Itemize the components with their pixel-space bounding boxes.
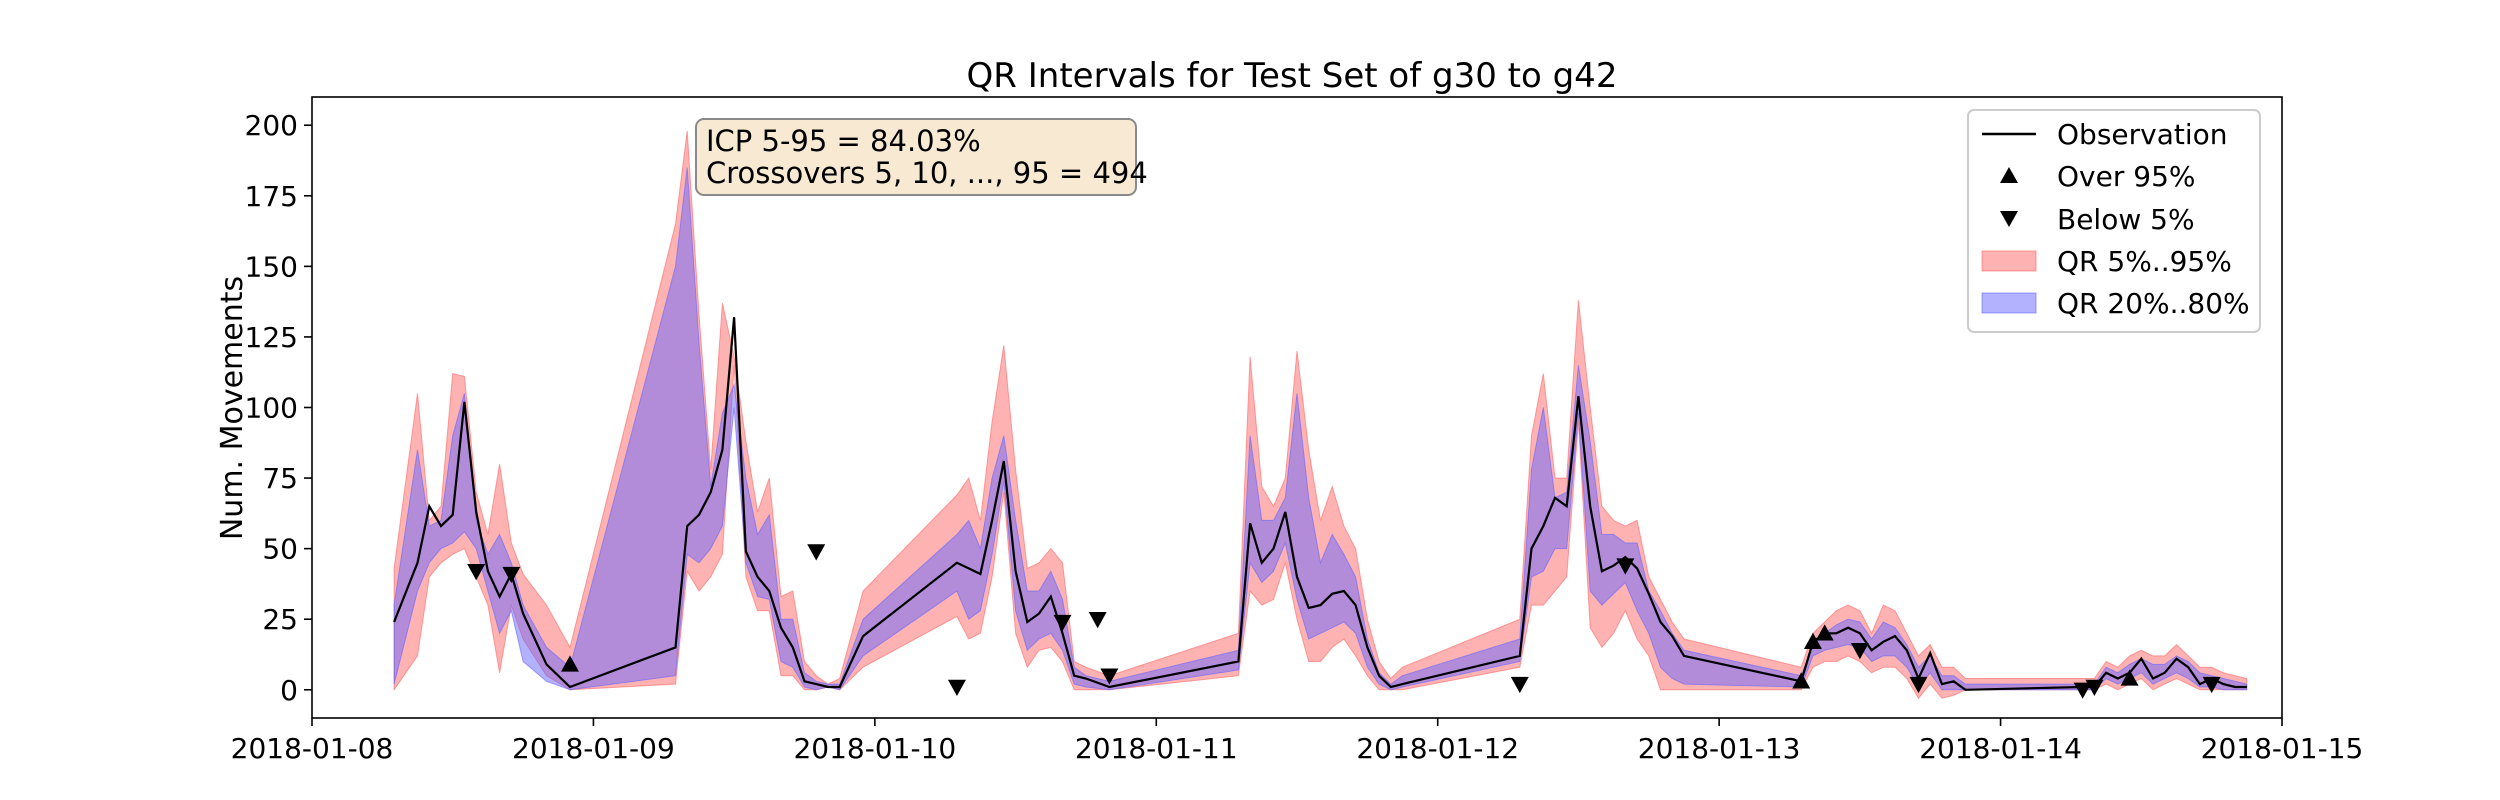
markers-layer — [467, 544, 2221, 699]
annotation-background — [695, 118, 1137, 196]
legend-label-qr-20-80: QR 20%..80% — [2057, 287, 2250, 320]
below-5-marker — [467, 564, 486, 581]
below-5-marker — [1510, 676, 1529, 694]
x-tick-label: 2018-01-14 — [1919, 732, 2082, 765]
x-tick-label: 2018-01-10 — [793, 732, 956, 765]
legend-frame — [1967, 109, 2261, 333]
x-tick-label: 2018-01-08 — [231, 732, 394, 765]
annotation-line-2: Crossovers 5, 10, ..., 95 = 494 — [706, 156, 1148, 190]
legend-label-over-95: Over 95% — [2057, 160, 2195, 193]
chart-title: QR Intervals for Test Set of g30 to g42 — [967, 56, 1618, 96]
legend: Observation Over 95% Below 5% QR 5%..95%… — [1967, 109, 2261, 333]
y-tick-label: 75 — [262, 462, 298, 495]
y-axis-label: Num. Movements — [215, 276, 250, 540]
observation-layer — [393, 317, 2247, 691]
legend-label-observation: Observation — [2057, 118, 2228, 151]
legend-triangle-down-marker — [2000, 211, 2018, 227]
y-tick-label: 150 — [245, 250, 298, 283]
below-5-marker — [2085, 679, 2104, 696]
below-5-marker — [1850, 643, 1869, 660]
y-tick-label: 50 — [262, 533, 298, 566]
x-tick-label: 2018-01-15 — [2201, 732, 2364, 765]
x-tick-label: 2018-01-13 — [1638, 732, 1801, 765]
legend-label-below-5: Below 5% — [2057, 203, 2195, 236]
bands-layer — [393, 130, 2248, 700]
legend-triangle-up-marker — [2000, 167, 2018, 183]
over-95-marker — [2120, 669, 2139, 686]
below-5-marker — [947, 679, 966, 696]
over-95-marker — [1815, 624, 1834, 641]
x-tick-label: 2018-01-09 — [512, 732, 675, 765]
legend-label-qr-5-95: QR 5%..95% — [2057, 245, 2232, 278]
y-axis: 0 25 50 75 100 125 150 175 200 — [245, 109, 312, 707]
below-5-marker — [807, 544, 826, 561]
y-tick-label: 200 — [245, 109, 298, 142]
legend-qr-20-80-patch — [1981, 292, 2037, 314]
x-tick-label: 2018-01-12 — [1356, 732, 1519, 765]
legend-qr-5-95-patch — [1981, 250, 2037, 272]
below-5-marker — [1088, 612, 1107, 629]
below-5-marker — [1053, 614, 1072, 632]
over-95-marker — [560, 655, 579, 672]
observation-line — [393, 317, 2247, 691]
x-tick-label: 2018-01-11 — [1075, 732, 1238, 765]
y-tick-label: 0 — [280, 674, 298, 707]
annotation-line-1: ICP 5-95 = 84.03% — [706, 124, 981, 158]
below-5-marker — [1909, 676, 1928, 694]
y-tick-label: 175 — [245, 180, 298, 213]
below-5-marker — [2073, 682, 2092, 699]
below-5-marker — [1616, 558, 1635, 575]
y-tick-label: 25 — [262, 603, 298, 636]
annotation-box: ICP 5-95 = 84.03% Crossovers 5, 10, ...,… — [695, 118, 1148, 196]
below-5-marker — [502, 566, 521, 584]
y-tick-label: 100 — [245, 392, 298, 425]
x-axis: 2018-01-08 2018-01-09 2018-01-10 2018-01-11… — [231, 718, 2364, 765]
y-tick-label: 125 — [245, 321, 298, 354]
over-95-marker — [1803, 632, 1822, 649]
qr-20-80-band — [393, 167, 2248, 691]
below-5-marker — [2202, 676, 2221, 694]
below-5-marker — [1100, 668, 1119, 685]
over-95-marker — [1792, 672, 1811, 689]
